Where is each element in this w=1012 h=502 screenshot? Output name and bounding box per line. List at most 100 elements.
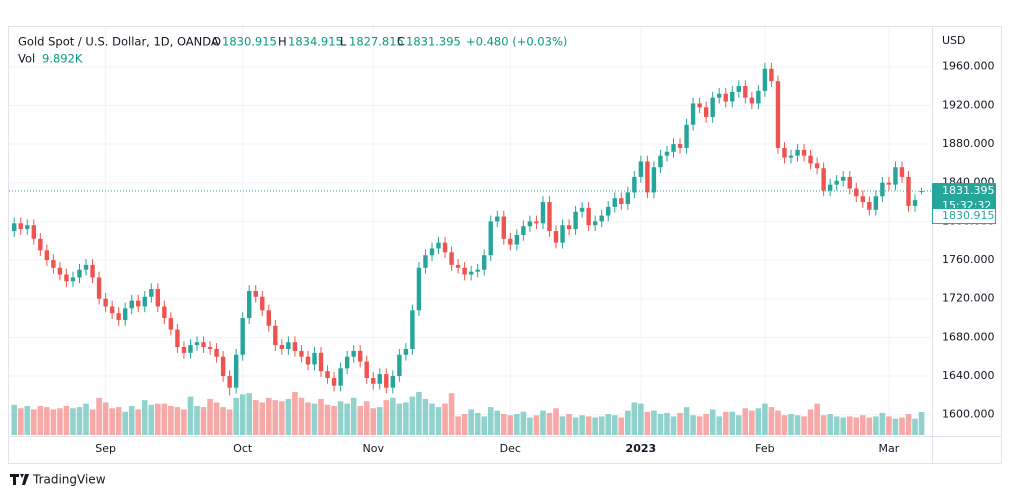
candle-body bbox=[788, 155, 794, 158]
x-tick-label: Sep bbox=[95, 442, 116, 455]
volume-bar bbox=[128, 405, 135, 435]
chart-frame bbox=[8, 26, 1002, 464]
brand-name: TradingView bbox=[32, 473, 106, 487]
volume-bar bbox=[553, 408, 559, 435]
volume-bar bbox=[383, 400, 390, 435]
volume-bar bbox=[833, 416, 840, 435]
volume-bar bbox=[37, 405, 44, 435]
candle-body bbox=[553, 231, 559, 243]
volume-bar bbox=[827, 414, 833, 435]
volume-bar bbox=[350, 397, 357, 435]
volume-bar bbox=[259, 402, 266, 435]
change-value: +0.480 (+0.03%) bbox=[466, 35, 567, 49]
candle-body bbox=[25, 225, 30, 230]
candle-body bbox=[677, 144, 683, 148]
volume-bar bbox=[11, 404, 18, 435]
candle-body bbox=[403, 348, 409, 355]
candle-body bbox=[64, 274, 69, 282]
candle-body bbox=[664, 151, 670, 156]
candle-body bbox=[508, 238, 513, 245]
candle-body bbox=[632, 176, 637, 193]
candle-body bbox=[122, 308, 128, 320]
volume-bar bbox=[416, 391, 422, 435]
candle-body bbox=[769, 68, 774, 82]
volume-bar bbox=[618, 417, 625, 435]
candle-body bbox=[841, 176, 846, 181]
candle-body bbox=[547, 202, 552, 232]
volume-bar bbox=[63, 405, 70, 435]
candle-body bbox=[619, 198, 624, 204]
candle-body bbox=[690, 103, 696, 125]
candle-body bbox=[44, 250, 50, 261]
candle-body bbox=[331, 377, 337, 386]
volume-bar bbox=[409, 396, 416, 435]
candle-body bbox=[775, 81, 781, 148]
volume-bar bbox=[109, 408, 115, 435]
volume-bar bbox=[768, 407, 775, 435]
candle-body bbox=[227, 376, 232, 388]
candle-body bbox=[442, 242, 448, 253]
volume-bar bbox=[625, 410, 631, 435]
candle-body bbox=[77, 269, 82, 278]
candle-body bbox=[429, 248, 435, 256]
candle-body bbox=[305, 356, 311, 365]
volume-bar bbox=[696, 416, 703, 435]
volume-bar bbox=[363, 401, 370, 435]
candle-body bbox=[592, 221, 598, 226]
candle-body bbox=[51, 260, 56, 268]
volume-bar bbox=[507, 415, 514, 435]
volume-bar bbox=[794, 415, 801, 435]
brand-logo[interactable]: TradingView bbox=[10, 473, 106, 487]
volume-bar bbox=[442, 403, 448, 435]
volume-bar bbox=[83, 403, 89, 435]
candle-body bbox=[410, 310, 415, 349]
volume-bar bbox=[468, 409, 474, 435]
candle-body bbox=[260, 296, 265, 311]
candle-body bbox=[266, 310, 271, 326]
volume-bar bbox=[514, 414, 520, 435]
x-tick-label: Mar bbox=[879, 442, 900, 455]
low-value: 1827.815 bbox=[349, 35, 404, 49]
candle-body bbox=[57, 267, 63, 275]
candle-body bbox=[233, 354, 239, 388]
volume-bar bbox=[89, 409, 96, 435]
volume-bar bbox=[677, 412, 683, 435]
candle-body bbox=[116, 313, 121, 320]
candle-body bbox=[390, 376, 396, 388]
candle-body bbox=[103, 298, 108, 307]
volume-bar bbox=[788, 414, 794, 435]
volume-bar bbox=[481, 416, 488, 435]
volume-bar bbox=[396, 403, 403, 435]
candle-body bbox=[743, 86, 748, 98]
volume-bar bbox=[866, 417, 873, 435]
candle-body bbox=[495, 216, 500, 222]
volume-bar bbox=[122, 411, 128, 435]
open-value: 1830.915 bbox=[222, 35, 277, 49]
candle-body bbox=[292, 342, 298, 351]
candle-body bbox=[31, 225, 37, 239]
candle-body bbox=[612, 198, 617, 207]
open-price-box bbox=[932, 208, 996, 225]
volume-bar bbox=[233, 397, 239, 435]
symbol-title[interactable]: Gold Spot / U.S. Dollar, 1D, OANDA bbox=[18, 35, 219, 49]
candle-body bbox=[468, 271, 474, 275]
volume-bar bbox=[807, 409, 814, 435]
candle-body bbox=[253, 290, 258, 297]
x-tick-label: Dec bbox=[500, 442, 521, 455]
volume-bar bbox=[683, 407, 690, 435]
candle-body bbox=[449, 252, 454, 265]
volume-bar bbox=[390, 397, 396, 435]
axis-unit[interactable]: USD bbox=[942, 34, 966, 47]
volume-bar bbox=[546, 412, 553, 435]
candle-body bbox=[566, 225, 572, 230]
volume-bar bbox=[285, 398, 292, 435]
volume-bar bbox=[820, 415, 827, 435]
candle-body bbox=[214, 348, 219, 357]
candle-body bbox=[423, 255, 428, 268]
candle-body bbox=[364, 361, 369, 378]
candle-body bbox=[416, 267, 422, 311]
volume-bar bbox=[494, 410, 501, 435]
volume-bar bbox=[664, 412, 670, 435]
candle-body bbox=[886, 182, 892, 185]
volume-bar bbox=[598, 416, 605, 435]
